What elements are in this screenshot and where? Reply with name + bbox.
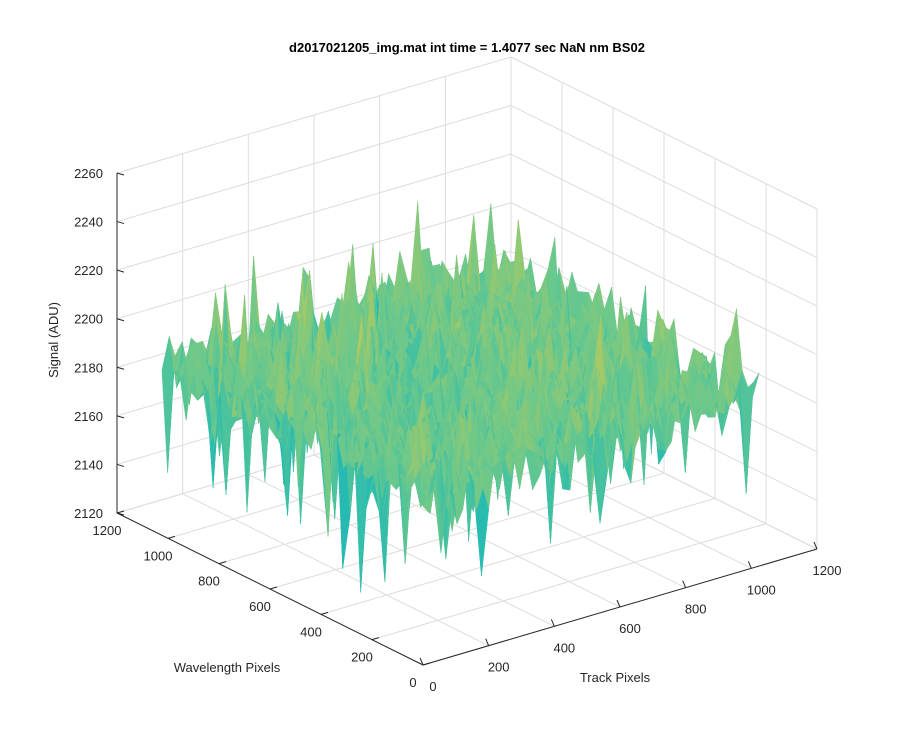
- z-axis-tick: [116, 221, 125, 225]
- y-tick-label: 1200: [93, 523, 122, 538]
- side-wall-gridline-z: [510, 153, 818, 307]
- x-axis-label: Track Pixels: [580, 670, 651, 685]
- back-wall-gridline-z: [116, 105, 512, 223]
- x-axis-tick: [419, 657, 424, 666]
- back-wall-gridline-z: [116, 56, 512, 174]
- z-axis-tick: [116, 366, 125, 370]
- z-axis-label: Signal (ADU): [46, 302, 61, 378]
- y-axis-tick: [218, 561, 227, 565]
- chart-title: d2017021205_img.mat int time = 1.4077 se…: [289, 40, 645, 55]
- z-axis-tick: [116, 415, 125, 419]
- x-tick-label: 600: [619, 621, 641, 636]
- x-tick-label: 200: [488, 660, 510, 675]
- x-tick-label: 0: [429, 679, 436, 694]
- y-axis-tick: [320, 611, 329, 615]
- z-axis-tick: [116, 318, 125, 322]
- side-wall-gridline-z: [510, 105, 818, 259]
- x-axis-tick: [616, 599, 621, 608]
- z-tick-label: 2120: [74, 506, 103, 521]
- surface-patch: [745, 372, 760, 494]
- label-layer: d2017021205_img.mat int time = 1.4077 se…: [46, 40, 841, 694]
- x-tick-label: 400: [553, 640, 575, 655]
- z-tick-label: 2140: [74, 457, 103, 472]
- back-wall-gridline-z: [116, 202, 512, 320]
- y-tick-label: 800: [198, 574, 220, 589]
- y-axis-tick: [422, 662, 431, 666]
- z-tick-label: 2260: [74, 166, 103, 181]
- z-axis-tick: [116, 512, 125, 516]
- floor-gridline-y: [320, 497, 716, 615]
- z-tick-label: 2220: [74, 263, 103, 278]
- y-tick-label: 600: [249, 599, 271, 614]
- axis-layer: [116, 172, 818, 666]
- y-tick-label: 200: [351, 650, 373, 665]
- z-tick-label: 2160: [74, 409, 103, 424]
- x-axis-tick: [747, 561, 752, 569]
- floor-gridline-y: [371, 523, 767, 641]
- z-axis-tick: [116, 172, 125, 176]
- y-axis-tick: [116, 510, 125, 514]
- y-tick-label: 0: [409, 675, 416, 690]
- x-tick-label: 800: [685, 602, 707, 617]
- y-axis-label: Wavelength Pixels: [174, 660, 281, 675]
- x-tick-label: 1200: [813, 563, 842, 578]
- surface-layer: [161, 201, 760, 593]
- surface-patch: [354, 460, 369, 593]
- z-tick-label: 2200: [74, 312, 103, 327]
- z-axis-tick: [116, 463, 125, 467]
- side-wall-gridline-z: [510, 202, 818, 356]
- z-tick-label: 2240: [74, 215, 103, 230]
- z-tick-label: 2180: [74, 360, 103, 375]
- y-axis-tick: [371, 637, 380, 641]
- back-wall-gridline-z: [116, 153, 512, 271]
- x-axis-tick: [813, 541, 818, 550]
- x-axis-tick: [550, 619, 555, 627]
- x-tick-label: 1000: [747, 582, 776, 597]
- x-axis-tick: [682, 580, 687, 588]
- y-tick-label: 400: [300, 624, 322, 639]
- y-axis-tick: [167, 535, 176, 539]
- z-axis-tick: [116, 269, 125, 273]
- y-tick-label: 1000: [144, 548, 173, 563]
- x-axis-tick: [485, 638, 490, 646]
- y-axis-tick: [269, 586, 278, 590]
- side-wall-gridline-z: [510, 56, 818, 210]
